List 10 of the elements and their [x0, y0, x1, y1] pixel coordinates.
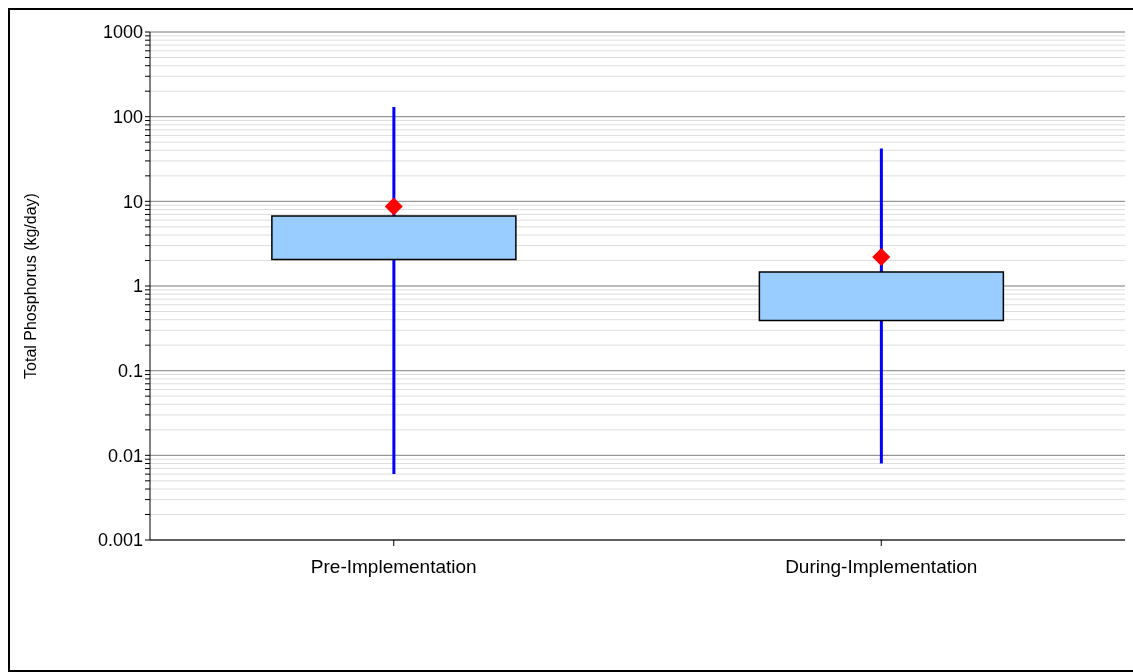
x-tick-label: During-Implementation: [785, 556, 978, 578]
y-tick-label: 10: [122, 191, 143, 212]
y-tick-label: 100: [112, 107, 143, 128]
y-tick-label: 0.001: [97, 530, 143, 551]
y-tick-label: 1000: [102, 22, 143, 43]
y-tick-label: 0.01: [107, 445, 143, 466]
y-tick-label: 1: [132, 276, 143, 297]
y-axis-title: Total Phosphorus (kg/day): [21, 193, 39, 379]
x-tick-label: Pre-Implementation: [310, 556, 477, 578]
y-tick-label: 0.1: [117, 361, 143, 382]
